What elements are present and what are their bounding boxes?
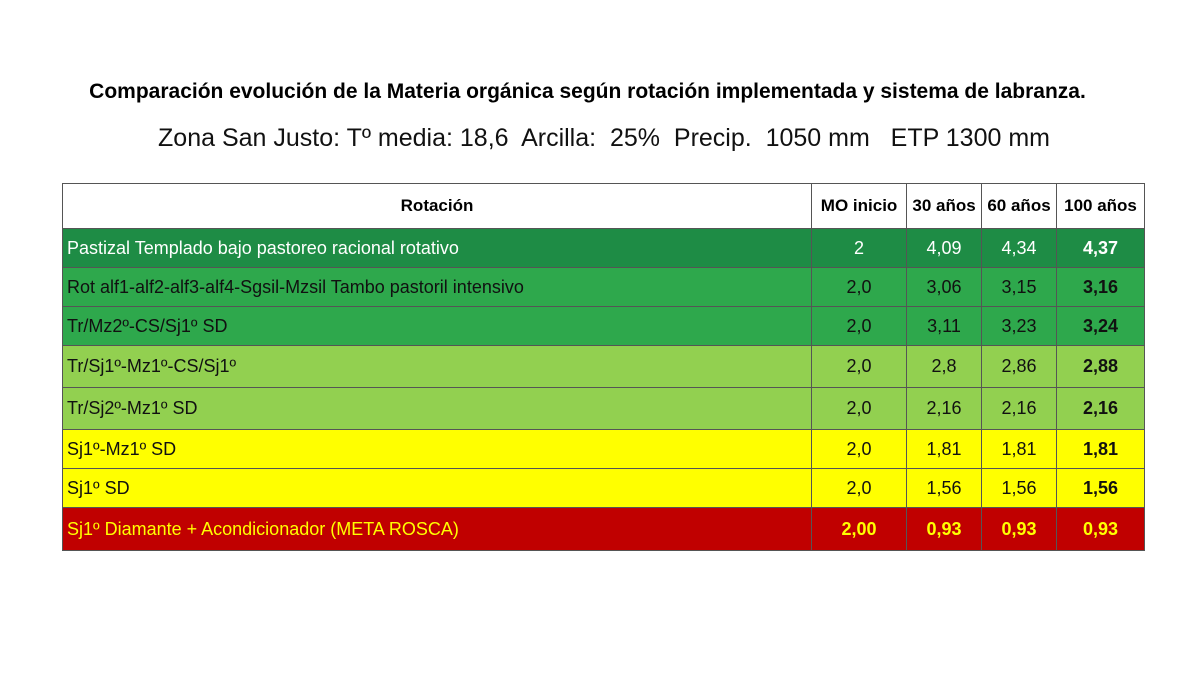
table-row: Sj1º Diamante + Acondicionador (META ROS…: [61, 507, 1145, 551]
column-header: 30 años: [906, 183, 983, 229]
value-cell: 2,16: [981, 387, 1057, 430]
value-cell: 2,0: [811, 387, 908, 430]
table-row: Rot alf1-alf2-alf3-alf4-Sgsil-Mzsil Tamb…: [61, 267, 1145, 307]
value-cell: 3,06: [906, 267, 983, 307]
value-cell: 0,93: [1056, 507, 1145, 551]
value-cell: 2,00: [811, 507, 908, 551]
rotation-cell: Sj1º-Mz1º SD: [61, 429, 813, 469]
value-cell: 3,23: [981, 306, 1057, 346]
header-row: Rotación MO inicio 30 años 60 años 100 años: [61, 183, 1145, 229]
subtitle: Zona San Justo: Tº media: 18,6 Arcilla: …: [158, 124, 1050, 152]
value-cell: 2,86: [981, 345, 1057, 388]
column-header: MO inicio: [811, 183, 908, 229]
value-cell: 1,56: [906, 468, 983, 508]
rotation-cell: Tr/Mz2º-CS/Sj1º SD: [61, 306, 813, 346]
rotation-cell: Tr/Sj1º-Mz1º-CS/Sj1º: [61, 345, 813, 388]
table-row: Pastizal Templado bajo pastoreo racional…: [61, 228, 1145, 268]
value-cell: 0,93: [906, 507, 983, 551]
table-row: Tr/Mz2º-CS/Sj1º SD 2,0 3,11 3,23 3,24: [61, 306, 1145, 346]
value-cell: 3,11: [906, 306, 983, 346]
column-header: 60 años: [981, 183, 1057, 229]
rotation-cell: Sj1º SD: [61, 468, 813, 508]
value-cell: 1,81: [981, 429, 1057, 469]
value-cell: 2,0: [811, 345, 908, 388]
value-cell: 2,0: [811, 267, 908, 307]
table-row: Sj1º SD 2,0 1,56 1,56 1,56: [61, 468, 1145, 508]
rotation-cell: Pastizal Templado bajo pastoreo racional…: [61, 228, 813, 268]
table-row: Sj1º-Mz1º SD 2,0 1,81 1,81 1,81: [61, 429, 1145, 469]
value-cell: 4,09: [906, 228, 983, 268]
value-cell: 3,16: [1056, 267, 1145, 307]
value-cell: 3,15: [981, 267, 1057, 307]
value-cell: 2: [811, 228, 908, 268]
value-cell: 0,93: [981, 507, 1057, 551]
value-cell: 4,34: [981, 228, 1057, 268]
rotation-cell: Rot alf1-alf2-alf3-alf4-Sgsil-Mzsil Tamb…: [61, 267, 813, 307]
table-row: Tr/Sj2º-Mz1º SD 2,0 2,16 2,16 2,16: [61, 387, 1145, 430]
value-cell: 2,88: [1056, 345, 1145, 388]
column-header: Rotación: [61, 183, 813, 229]
value-cell: 2,0: [811, 429, 908, 469]
value-cell: 1,81: [906, 429, 983, 469]
value-cell: 2,0: [811, 306, 908, 346]
value-cell: 2,8: [906, 345, 983, 388]
value-cell: 2,0: [811, 468, 908, 508]
rotation-cell: Tr/Sj2º-Mz1º SD: [61, 387, 813, 430]
value-cell: 1,56: [1056, 468, 1145, 508]
value-cell: 2,16: [1056, 387, 1145, 430]
column-header: 100 años: [1056, 183, 1145, 229]
value-cell: 1,81: [1056, 429, 1145, 469]
table-body: Pastizal Templado bajo pastoreo racional…: [61, 228, 1145, 551]
rotation-cell: Sj1º Diamante + Acondicionador (META ROS…: [61, 507, 813, 551]
value-cell: 1,56: [981, 468, 1057, 508]
value-cell: 3,24: [1056, 306, 1145, 346]
table-row: Tr/Sj1º-Mz1º-CS/Sj1º 2,0 2,8 2,86 2,88: [61, 345, 1145, 388]
title: Comparación evolución de la Materia orgá…: [89, 80, 1086, 103]
value-cell: 4,37: [1056, 228, 1145, 268]
table: Rotación MO inicio 30 años 60 años 100 años …: [61, 183, 1145, 551]
value-cell: 2,16: [906, 387, 983, 430]
